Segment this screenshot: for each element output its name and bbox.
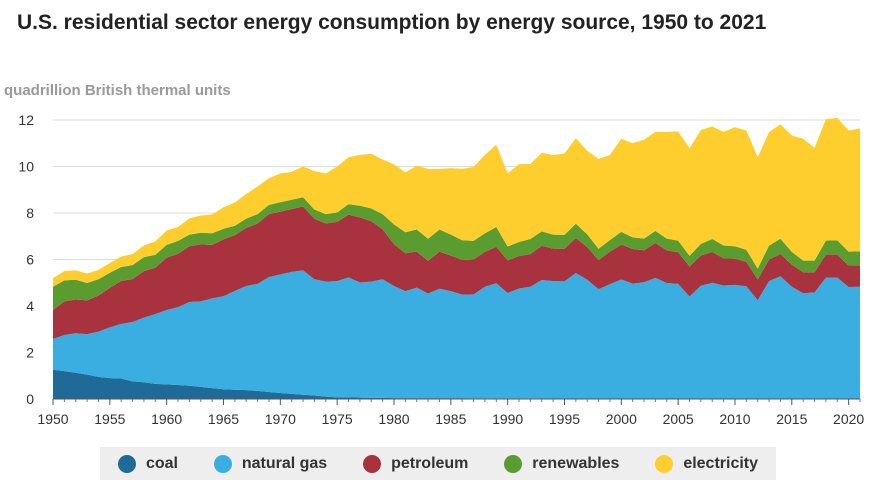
- x-tick-label: 2000: [606, 411, 637, 427]
- x-tick-label: 1960: [151, 411, 182, 427]
- legend-label: renewables: [532, 454, 620, 472]
- area-natural-gas: [53, 270, 860, 399]
- x-tick-label: 2010: [719, 411, 750, 427]
- y-tick-label: 6: [26, 252, 34, 268]
- y-axis-units-label: quadrillion British thermal units: [4, 82, 231, 99]
- area-petroleum: [53, 206, 860, 340]
- legend-label: petroleum: [391, 454, 469, 472]
- x-tick-label: 1965: [208, 411, 239, 427]
- x-tick-label: 1950: [37, 411, 68, 427]
- y-tick-label: 10: [18, 159, 34, 175]
- legend-swatch: [117, 454, 136, 473]
- y-tick-label: 0: [26, 391, 34, 407]
- area-coal: [53, 369, 860, 399]
- x-tick-label: 1980: [378, 411, 409, 427]
- y-tick-label: 2: [26, 345, 34, 361]
- legend-item-coal: coal: [117, 454, 178, 473]
- axes: 0 2 4 6 8 10 12 1950 1955 1960 1965 1970 1975 1980 198…: [18, 112, 864, 427]
- x-tick-label: 1970: [265, 411, 296, 427]
- x-tick-label: 2005: [663, 411, 694, 427]
- x-tick-label: 1955: [94, 411, 125, 427]
- x-tick-label: 1975: [322, 411, 353, 427]
- x-tick-label: 1995: [549, 411, 580, 427]
- legend-label: natural gas: [241, 454, 328, 472]
- legend-item-electricity: electricity: [655, 454, 759, 473]
- stacked-areas: [53, 117, 860, 399]
- y-tick-label: 12: [18, 112, 34, 128]
- area-renewables: [53, 197, 860, 310]
- area-electricity: [53, 117, 860, 287]
- legend-label: electricity: [683, 454, 759, 472]
- y-tick-label: 4: [26, 298, 34, 314]
- legend: coal natural gas petroleum renewables electr…: [100, 447, 776, 480]
- legend-item-renewables: renewables: [504, 454, 620, 473]
- x-tick-label: 2015: [776, 411, 807, 427]
- legend-swatch: [213, 454, 232, 473]
- y-tick-label: 8: [26, 205, 34, 221]
- x-tick-label: 1985: [435, 411, 466, 427]
- legend-swatch: [363, 454, 382, 473]
- chart-title: U.S. residential sector energy consumpti…: [17, 11, 767, 34]
- legend-item-natural-gas: natural gas: [213, 454, 328, 473]
- legend-label: coal: [145, 454, 178, 472]
- legend-swatch: [655, 454, 674, 473]
- x-tick-label: 1990: [492, 411, 523, 427]
- area-chart: 0 2 4 6 8 10 12 1950 1955 1960 1965 1970 1975 1980 198…: [18, 112, 864, 427]
- legend-swatch: [504, 454, 523, 473]
- x-tick-label: 2020: [833, 411, 864, 427]
- legend-item-petroleum: petroleum: [363, 454, 469, 473]
